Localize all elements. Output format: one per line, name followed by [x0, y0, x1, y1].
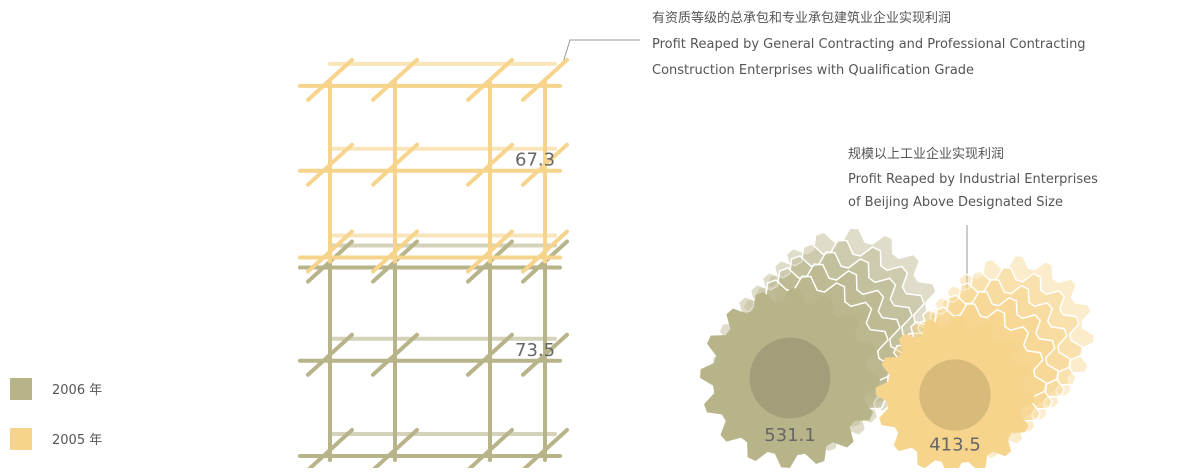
scaffold-section [298, 57, 569, 274]
scaffold-section [298, 239, 569, 472]
gear-hub [749, 337, 831, 419]
construction-title-en: Construction Enterprises with Qualificat… [652, 63, 974, 78]
value-label: 413.5 [929, 435, 981, 456]
brace [306, 57, 354, 102]
brace [306, 229, 354, 274]
brace [521, 229, 569, 274]
brace [466, 332, 514, 377]
brace [371, 142, 419, 187]
industry-title-zh: 规模以上工业企业实现利润 [848, 146, 1004, 162]
brace [521, 57, 569, 102]
brace [371, 428, 419, 472]
brace [371, 229, 419, 274]
gear [700, 227, 941, 468]
legend-swatch [10, 378, 32, 400]
brace [521, 428, 569, 472]
brace [466, 229, 514, 274]
brace [466, 428, 514, 472]
brace [466, 142, 514, 187]
brace [306, 142, 354, 187]
legend-label: 2005 年 [52, 433, 102, 448]
industry-title-en: Profit Reaped by Industrial Enterprises [848, 172, 1098, 187]
brace [371, 57, 419, 102]
legend-label: 2006 年 [52, 383, 102, 398]
value-label: 531.1 [764, 425, 816, 446]
brace [466, 57, 514, 102]
legend-swatch [10, 428, 32, 450]
construction-title-zh: 有资质等级的总承包和专业承包建筑业企业实现利润 [652, 10, 951, 26]
gear [875, 254, 1096, 472]
value-label: 67.3 [515, 150, 555, 171]
gear-hub [919, 359, 991, 431]
brace [306, 332, 354, 377]
brace [371, 332, 419, 377]
brace [521, 332, 569, 377]
brace [521, 142, 569, 187]
construction-title-en: Profit Reaped by General Contracting and… [652, 37, 1086, 52]
leader-line [561, 39, 640, 67]
industry-title-en: of Beijing Above Designated Size [848, 195, 1063, 210]
gear-face [700, 288, 880, 468]
value-label: 73.5 [515, 340, 555, 361]
brace [306, 428, 354, 472]
gear-face [875, 315, 1035, 472]
